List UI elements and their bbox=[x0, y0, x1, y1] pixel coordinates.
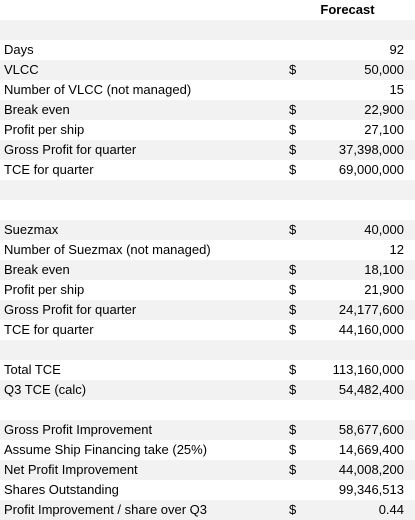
currency-symbol[interactable]: $ bbox=[289, 222, 297, 237]
currency-symbol[interactable]: $ bbox=[289, 102, 297, 117]
row-label[interactable]: Profit per ship bbox=[4, 282, 85, 297]
row-label[interactable]: Days bbox=[4, 42, 34, 57]
row-value[interactable]: 69,000,000 bbox=[338, 162, 404, 177]
row-value[interactable]: 14,669,400 bbox=[338, 442, 404, 457]
table-row: TCE for quarter $69,000,000 bbox=[0, 160, 415, 180]
table-row: Profit per ship $27,100 bbox=[0, 120, 415, 140]
data-rows: Days 92 VLCC $50,000 Number of VLCC (not man… bbox=[0, 20, 415, 520]
table-row: Number of Suezmax (not managed) 12 bbox=[0, 240, 415, 260]
table-row bbox=[0, 180, 415, 200]
currency-symbol[interactable]: $ bbox=[289, 322, 297, 337]
table-row bbox=[0, 400, 415, 420]
table-row bbox=[0, 200, 415, 220]
table-row: Total TCE $113,160,000 bbox=[0, 360, 415, 380]
row-value[interactable]: 18,100 bbox=[364, 262, 404, 277]
row-label[interactable]: TCE for quarter bbox=[4, 322, 94, 337]
row-value[interactable]: 44,008,200 bbox=[338, 462, 404, 477]
row-label[interactable]: Shares Outstanding bbox=[4, 482, 119, 497]
table-row: Profit per ship $21,900 bbox=[0, 280, 415, 300]
header-row: Forecast bbox=[0, 0, 415, 20]
row-value[interactable]: 22,900 bbox=[364, 102, 404, 117]
row-value[interactable]: 12 bbox=[389, 242, 404, 257]
row-value[interactable]: 92 bbox=[389, 42, 404, 57]
row-label[interactable]: Q3 TCE (calc) bbox=[4, 382, 87, 397]
row-value[interactable]: 0.44 bbox=[378, 502, 404, 517]
row-label[interactable]: VLCC bbox=[4, 62, 39, 77]
row-label[interactable]: Break even bbox=[4, 262, 70, 277]
row-label[interactable]: Total TCE bbox=[4, 362, 61, 377]
table-row: Break even $18,100 bbox=[0, 260, 415, 280]
row-value[interactable]: 50,000 bbox=[364, 62, 404, 77]
currency-symbol[interactable]: $ bbox=[289, 282, 297, 297]
table-row: Q3 TCE (calc) $54,482,400 bbox=[0, 380, 415, 400]
table-row: Gross Profit for quarter $37,398,000 bbox=[0, 140, 415, 160]
table-row: Suezmax $40,000 bbox=[0, 220, 415, 240]
row-label[interactable]: Gross Profit for quarter bbox=[4, 302, 137, 317]
currency-symbol[interactable]: $ bbox=[289, 122, 297, 137]
table-row: Gross Profit Improvement $58,677,600 bbox=[0, 420, 415, 440]
currency-symbol[interactable]: $ bbox=[289, 422, 297, 437]
table-row: Gross Profit for quarter $24,177,600 bbox=[0, 300, 415, 320]
row-value[interactable]: 37,398,000 bbox=[338, 142, 404, 157]
row-value[interactable]: 99,346,513 bbox=[338, 482, 404, 497]
currency-symbol[interactable]: $ bbox=[289, 142, 297, 157]
row-label[interactable]: Suezmax bbox=[4, 222, 59, 237]
row-value[interactable]: 54,482,400 bbox=[338, 382, 404, 397]
currency-symbol[interactable]: $ bbox=[289, 442, 297, 457]
table-row bbox=[0, 20, 415, 40]
row-value[interactable]: 40,000 bbox=[364, 222, 404, 237]
table-row: VLCC $50,000 bbox=[0, 60, 415, 80]
currency-symbol[interactable]: $ bbox=[289, 62, 297, 77]
row-label[interactable]: Net Profit Improvement bbox=[4, 462, 138, 477]
row-label[interactable]: TCE for quarter bbox=[4, 162, 94, 177]
row-label[interactable]: Gross Profit Improvement bbox=[4, 422, 153, 437]
row-label[interactable]: Number of VLCC (not managed) bbox=[4, 82, 192, 97]
row-value[interactable]: 21,900 bbox=[364, 282, 404, 297]
row-label[interactable]: Profit per ship bbox=[4, 122, 85, 137]
row-value[interactable]: 27,100 bbox=[364, 122, 404, 137]
currency-symbol[interactable]: $ bbox=[289, 502, 297, 517]
currency-symbol[interactable]: $ bbox=[289, 262, 297, 277]
currency-symbol[interactable]: $ bbox=[289, 302, 297, 317]
row-label[interactable]: Assume Ship Financing take (25%) bbox=[4, 442, 208, 457]
table-row: Net Profit Improvement $44,008,200 bbox=[0, 460, 415, 480]
row-value[interactable]: 15 bbox=[389, 82, 404, 97]
table-row: Assume Ship Financing take (25%) $14,669,… bbox=[0, 440, 415, 460]
table-row: Profit Improvement / share over Q3 $0.44 bbox=[0, 500, 415, 520]
row-label[interactable]: Profit Improvement / share over Q3 bbox=[4, 502, 208, 517]
table-row: Shares Outstanding 99,346,513 bbox=[0, 480, 415, 500]
row-value[interactable]: 24,177,600 bbox=[338, 302, 404, 317]
currency-symbol[interactable]: $ bbox=[289, 162, 297, 177]
currency-symbol[interactable]: $ bbox=[289, 362, 297, 377]
row-value[interactable]: 44,160,000 bbox=[338, 322, 404, 337]
forecast-header[interactable]: Forecast bbox=[320, 2, 375, 17]
currency-symbol[interactable]: $ bbox=[289, 382, 297, 397]
table-row bbox=[0, 340, 415, 360]
row-label[interactable]: Gross Profit for quarter bbox=[4, 142, 137, 157]
table-row: Number of VLCC (not managed) 15 bbox=[0, 80, 415, 100]
currency-symbol[interactable]: $ bbox=[289, 462, 297, 477]
row-value[interactable]: 58,677,600 bbox=[338, 422, 404, 437]
row-label[interactable]: Number of Suezmax (not managed) bbox=[4, 242, 211, 257]
row-value[interactable]: 113,160,000 bbox=[332, 362, 404, 377]
row-label[interactable]: Break even bbox=[4, 102, 70, 117]
table-row: Days 92 bbox=[0, 40, 415, 60]
table-row: Break even $22,900 bbox=[0, 100, 415, 120]
table-row: TCE for quarter $44,160,000 bbox=[0, 320, 415, 340]
